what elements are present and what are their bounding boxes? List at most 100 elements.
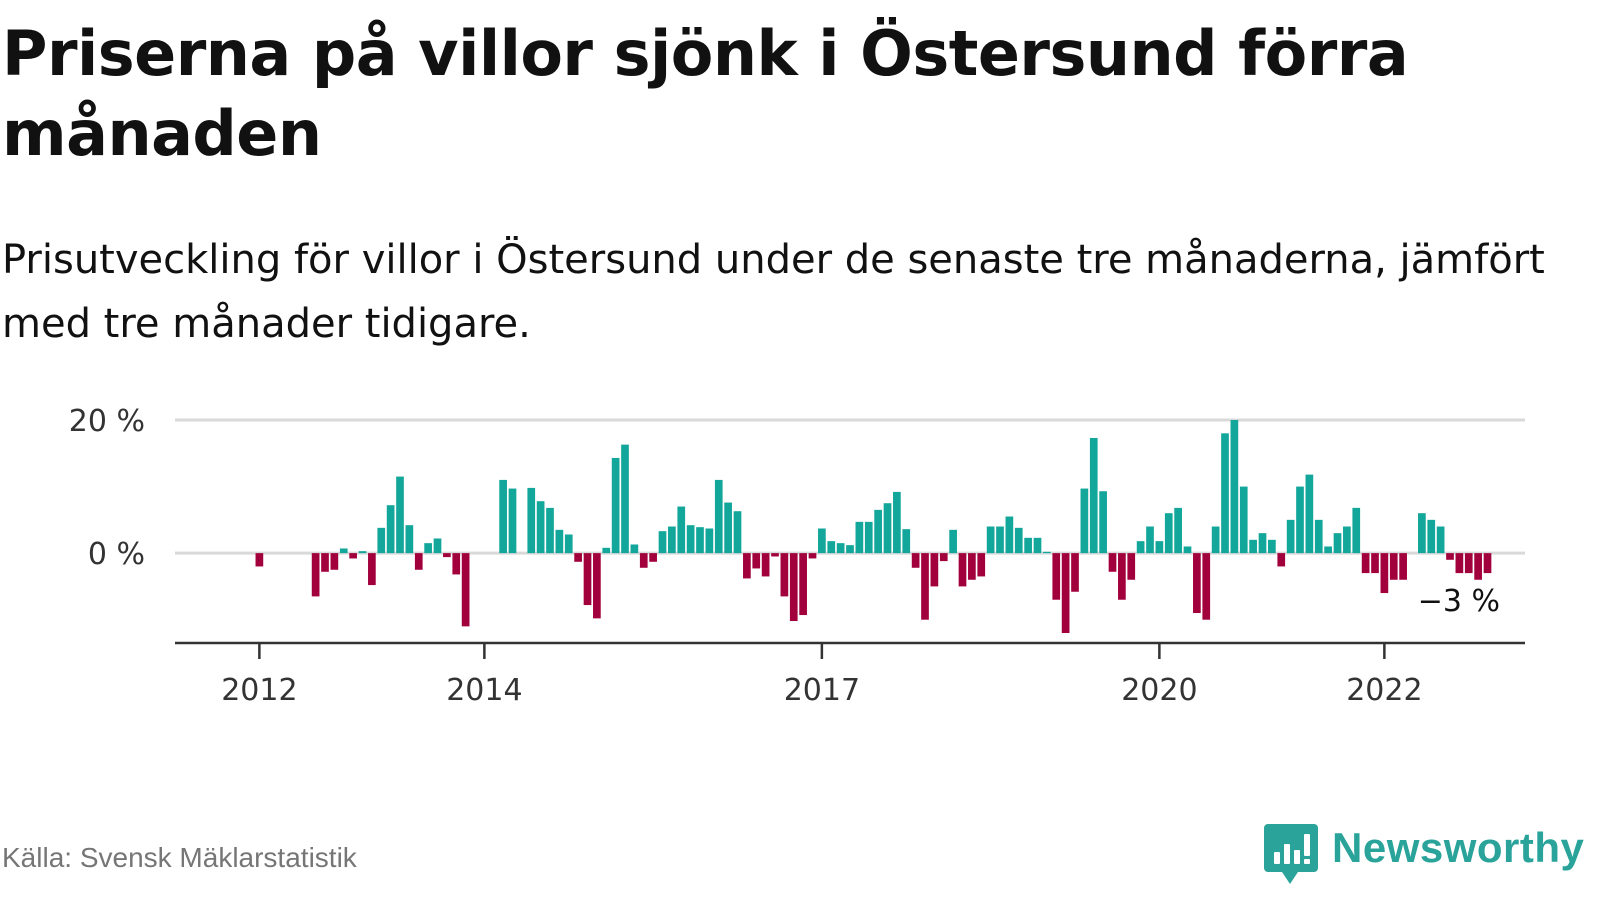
bar <box>799 553 807 616</box>
y-tick-label: 20 % <box>69 404 145 439</box>
bar <box>1436 526 1445 554</box>
bar <box>433 538 442 554</box>
bar <box>639 553 648 568</box>
bar <box>1193 553 1201 614</box>
bar <box>686 525 695 554</box>
bar <box>1389 553 1398 580</box>
bar <box>911 553 920 568</box>
bar <box>396 476 404 554</box>
bar <box>1071 553 1079 592</box>
bar <box>1155 541 1164 554</box>
brand-logo: Newsworthy <box>1262 818 1584 890</box>
bar <box>583 553 592 606</box>
bar <box>977 553 986 577</box>
bar <box>696 527 704 554</box>
bar <box>1446 553 1454 560</box>
bar <box>733 511 742 554</box>
bar <box>555 529 564 554</box>
bar <box>939 553 948 562</box>
bar <box>1005 516 1014 554</box>
bar <box>424 543 432 554</box>
bar <box>1164 513 1173 554</box>
bar <box>1211 526 1220 554</box>
bar <box>377 527 386 554</box>
bar <box>339 548 348 554</box>
bar <box>1474 553 1482 580</box>
bar <box>1221 433 1229 554</box>
bar <box>827 541 836 554</box>
bar <box>1333 533 1342 554</box>
x-tick-label: 2017 <box>784 673 860 708</box>
bar <box>986 526 995 554</box>
bar <box>593 553 601 619</box>
bar <box>1371 553 1379 574</box>
bar <box>1268 539 1276 554</box>
chart-subtitle: Prisutveckling för villor i Östersund un… <box>2 237 1545 347</box>
y-axis-ticks: 0 % 20 % <box>69 404 145 572</box>
brand-name: Newsworthy <box>1332 824 1585 871</box>
bar <box>499 479 507 554</box>
bar <box>508 488 517 554</box>
bar <box>443 553 451 558</box>
bar <box>752 553 761 569</box>
bar <box>968 553 976 580</box>
bar <box>677 506 686 554</box>
bar <box>724 502 732 554</box>
bar <box>1314 519 1323 554</box>
bar <box>1099 491 1107 554</box>
bar-chart: 0 % 20 % 2012 2014 2017 2020 2022 −3 % <box>69 404 1525 708</box>
bar <box>893 491 901 554</box>
bar <box>1305 474 1314 554</box>
x-tick-label: 2020 <box>1121 673 1197 708</box>
bar <box>1136 541 1145 554</box>
bar <box>405 525 414 554</box>
bar <box>611 457 620 554</box>
bar <box>1343 526 1351 554</box>
bar <box>818 528 826 554</box>
bar <box>1183 546 1192 554</box>
bar <box>658 531 667 554</box>
bar <box>368 553 376 586</box>
bar <box>1277 553 1286 567</box>
bar <box>1080 488 1089 554</box>
bar <box>255 553 264 567</box>
bar <box>1024 537 1032 554</box>
bar <box>1427 519 1436 554</box>
bar <box>1324 546 1332 554</box>
bar <box>1258 533 1267 554</box>
bar <box>330 553 339 570</box>
bar <box>902 529 911 554</box>
bar <box>1202 553 1211 620</box>
bar <box>564 534 573 554</box>
x-tick-label: 2012 <box>221 673 297 708</box>
bar <box>808 553 817 559</box>
bar <box>1061 553 1070 634</box>
bar <box>349 553 357 559</box>
bar <box>1352 507 1361 554</box>
x-tick-label: 2022 <box>1346 673 1422 708</box>
bar <box>536 501 545 554</box>
bar <box>1146 526 1154 554</box>
bar <box>321 553 329 572</box>
bar <box>771 553 779 557</box>
bar <box>452 553 461 575</box>
bar <box>1455 553 1464 574</box>
bar <box>1296 486 1304 554</box>
bar <box>1249 539 1257 554</box>
bar <box>743 553 751 579</box>
bar <box>855 521 864 554</box>
bar <box>1239 486 1248 554</box>
bar <box>883 503 892 554</box>
bar <box>1108 553 1117 572</box>
bar <box>714 479 723 554</box>
bar <box>1418 513 1426 554</box>
bar <box>1089 437 1098 554</box>
x-tick-label: 2014 <box>446 673 522 708</box>
bar <box>668 526 676 554</box>
bar <box>527 487 536 554</box>
bar <box>621 444 629 554</box>
bar <box>1483 553 1492 574</box>
bar <box>864 521 873 554</box>
bar <box>996 526 1004 554</box>
bars <box>255 420 1492 634</box>
